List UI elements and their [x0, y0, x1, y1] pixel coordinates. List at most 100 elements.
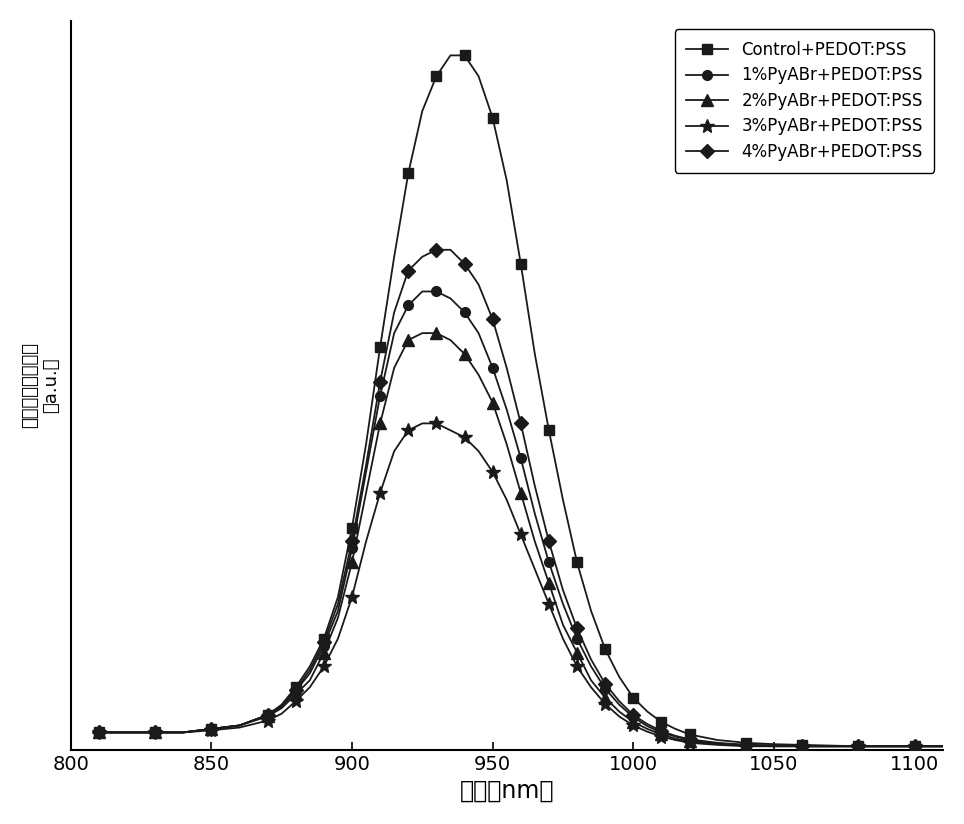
1%PyABr+PEDOT:PSS — [205, 724, 217, 734]
2%PyABr+PEDOT:PSS — [416, 328, 428, 338]
4%PyABr+PEDOT:PSS — [361, 460, 372, 470]
4%PyABr+PEDOT:PSS — [402, 265, 414, 275]
3%PyABr+PEDOT:PSS — [937, 742, 949, 751]
1%PyABr+PEDOT:PSS — [149, 728, 161, 737]
1%PyABr+PEDOT:PSS — [501, 405, 513, 414]
4%PyABr+PEDOT:PSS — [121, 728, 133, 737]
4%PyABr+PEDOT:PSS — [318, 637, 330, 647]
2%PyABr+PEDOT:PSS — [361, 488, 372, 498]
3%PyABr+PEDOT:PSS — [585, 682, 597, 692]
4%PyABr+PEDOT:PSS — [937, 742, 949, 751]
3%PyABr+PEDOT:PSS — [233, 723, 245, 733]
3%PyABr+PEDOT:PSS — [304, 682, 315, 692]
Control+PEDOT:PSS — [768, 739, 780, 749]
3%PyABr+PEDOT:PSS — [628, 720, 639, 730]
4%PyABr+PEDOT:PSS — [459, 259, 470, 269]
4%PyABr+PEDOT:PSS — [333, 599, 344, 609]
Control+PEDOT:PSS — [543, 425, 554, 435]
4%PyABr+PEDOT:PSS — [276, 701, 287, 711]
2%PyABr+PEDOT:PSS — [459, 349, 470, 359]
4%PyABr+PEDOT:PSS — [205, 724, 217, 734]
4%PyABr+PEDOT:PSS — [585, 654, 597, 664]
2%PyABr+PEDOT:PSS — [937, 742, 949, 751]
3%PyABr+PEDOT:PSS — [276, 709, 287, 719]
3%PyABr+PEDOT:PSS — [444, 425, 456, 435]
Control+PEDOT:PSS — [149, 728, 161, 737]
4%PyABr+PEDOT:PSS — [880, 742, 892, 751]
Control+PEDOT:PSS — [361, 439, 372, 449]
1%PyABr+PEDOT:PSS — [543, 557, 554, 567]
4%PyABr+PEDOT:PSS — [543, 536, 554, 546]
4%PyABr+PEDOT:PSS — [233, 720, 245, 730]
4%PyABr+PEDOT:PSS — [656, 726, 667, 736]
3%PyABr+PEDOT:PSS — [740, 742, 752, 751]
4%PyABr+PEDOT:PSS — [177, 728, 189, 737]
Control+PEDOT:PSS — [402, 168, 414, 178]
3%PyABr+PEDOT:PSS — [346, 592, 358, 602]
2%PyABr+PEDOT:PSS — [909, 742, 921, 751]
3%PyABr+PEDOT:PSS — [472, 447, 484, 456]
1%PyABr+PEDOT:PSS — [628, 712, 639, 722]
Control+PEDOT:PSS — [388, 252, 400, 262]
1%PyABr+PEDOT:PSS — [416, 287, 428, 297]
Control+PEDOT:PSS — [909, 742, 921, 751]
Control+PEDOT:PSS — [444, 50, 456, 60]
2%PyABr+PEDOT:PSS — [740, 741, 752, 751]
Control+PEDOT:PSS — [487, 113, 498, 123]
1%PyABr+PEDOT:PSS — [711, 738, 723, 748]
3%PyABr+PEDOT:PSS — [290, 696, 302, 706]
4%PyABr+PEDOT:PSS — [472, 279, 484, 289]
1%PyABr+PEDOT:PSS — [94, 728, 105, 737]
3%PyABr+PEDOT:PSS — [600, 699, 611, 709]
Control+PEDOT:PSS — [740, 737, 752, 747]
Control+PEDOT:PSS — [852, 742, 864, 751]
3%PyABr+PEDOT:PSS — [487, 467, 498, 477]
1%PyABr+PEDOT:PSS — [557, 599, 569, 609]
3%PyABr+PEDOT:PSS — [501, 495, 513, 505]
2%PyABr+PEDOT:PSS — [543, 578, 554, 588]
2%PyABr+PEDOT:PSS — [177, 728, 189, 737]
1%PyABr+PEDOT:PSS — [444, 293, 456, 303]
2%PyABr+PEDOT:PSS — [388, 363, 400, 372]
4%PyABr+PEDOT:PSS — [852, 742, 864, 751]
3%PyABr+PEDOT:PSS — [670, 735, 682, 745]
3%PyABr+PEDOT:PSS — [402, 425, 414, 435]
3%PyABr+PEDOT:PSS — [333, 634, 344, 644]
3%PyABr+PEDOT:PSS — [318, 662, 330, 672]
1%PyABr+PEDOT:PSS — [262, 710, 274, 720]
2%PyABr+PEDOT:PSS — [501, 439, 513, 449]
2%PyABr+PEDOT:PSS — [262, 711, 274, 721]
Y-axis label: 稳态光致发光强度
（a.u.）: 稳态光致发光强度 （a.u.） — [21, 342, 60, 428]
1%PyABr+PEDOT:PSS — [740, 740, 752, 750]
2%PyABr+PEDOT:PSS — [670, 733, 682, 743]
2%PyABr+PEDOT:PSS — [333, 613, 344, 623]
Line: 3%PyABr+PEDOT:PSS: 3%PyABr+PEDOT:PSS — [92, 416, 950, 753]
2%PyABr+PEDOT:PSS — [572, 648, 583, 658]
1%PyABr+PEDOT:PSS — [333, 606, 344, 616]
4%PyABr+PEDOT:PSS — [388, 307, 400, 317]
1%PyABr+PEDOT:PSS — [472, 328, 484, 338]
4%PyABr+PEDOT:PSS — [613, 696, 625, 706]
Control+PEDOT:PSS — [290, 682, 302, 692]
4%PyABr+PEDOT:PSS — [711, 737, 723, 747]
Control+PEDOT:PSS — [276, 700, 287, 709]
4%PyABr+PEDOT:PSS — [290, 685, 302, 695]
3%PyABr+PEDOT:PSS — [388, 447, 400, 456]
3%PyABr+PEDOT:PSS — [909, 742, 921, 751]
3%PyABr+PEDOT:PSS — [880, 742, 892, 751]
1%PyABr+PEDOT:PSS — [459, 307, 470, 317]
Control+PEDOT:PSS — [121, 728, 133, 737]
1%PyABr+PEDOT:PSS — [529, 508, 541, 518]
2%PyABr+PEDOT:PSS — [557, 620, 569, 630]
Control+PEDOT:PSS — [557, 495, 569, 505]
1%PyABr+PEDOT:PSS — [796, 742, 808, 751]
1%PyABr+PEDOT:PSS — [768, 741, 780, 751]
2%PyABr+PEDOT:PSS — [290, 689, 302, 699]
2%PyABr+PEDOT:PSS — [318, 648, 330, 658]
1%PyABr+PEDOT:PSS — [880, 742, 892, 751]
Control+PEDOT:PSS — [177, 728, 189, 737]
2%PyABr+PEDOT:PSS — [205, 724, 217, 734]
4%PyABr+PEDOT:PSS — [444, 245, 456, 255]
Control+PEDOT:PSS — [94, 728, 105, 737]
4%PyABr+PEDOT:PSS — [572, 623, 583, 633]
